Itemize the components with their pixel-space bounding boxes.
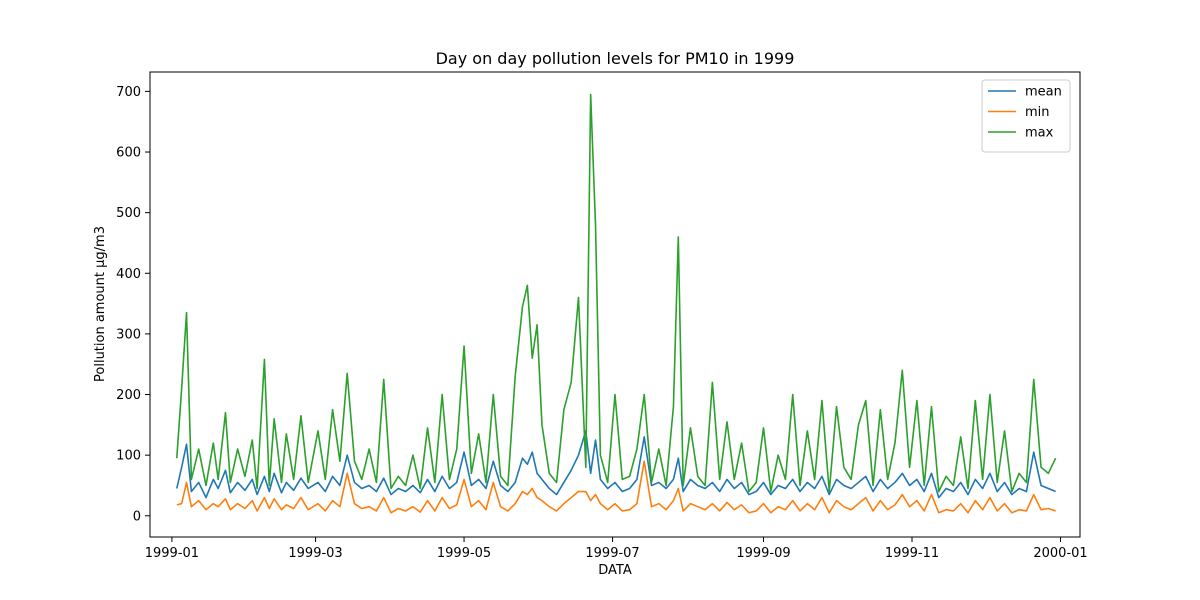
x-tick-label: 1999-03 (288, 546, 342, 561)
series-layer (175, 93, 1057, 514)
x-tick-label: 1999-05 (437, 546, 491, 561)
y-tick-label: 600 (116, 146, 141, 161)
y-tick-label: 0 (133, 509, 141, 524)
legend: mean min max (981, 79, 1071, 153)
y-tick-label: 400 (116, 267, 141, 282)
x-tick-label: 1999-09 (736, 546, 790, 561)
x-tick-label: 1999-11 (885, 546, 939, 561)
x-axis-label: DATA (598, 563, 632, 578)
legend-label-min: min (1025, 105, 1050, 120)
chart-title: Day on day pollution levels for PM10 in … (436, 49, 795, 68)
x-tick-label: 1999-01 (145, 546, 199, 561)
legend-box (981, 79, 1071, 153)
legend-label-max: max (1025, 126, 1054, 141)
y-tick-label: 300 (116, 327, 141, 342)
x-tick-label: 1999-07 (585, 546, 639, 561)
series-line-max (175, 93, 1057, 493)
y-tick-label: 100 (116, 449, 141, 464)
y-axis: 0 100 200 300 400 500 600 700 (116, 85, 150, 524)
y-axis-label: Pollution amount µg/m3 (93, 226, 108, 382)
axes-frame (149, 71, 1081, 538)
y-tick-label: 500 (116, 206, 141, 221)
x-tick-label: 2000-01 (1033, 546, 1087, 561)
series-line-min (176, 460, 1056, 514)
series-line-mean (176, 430, 1056, 499)
legend-label-mean: mean (1025, 85, 1062, 100)
y-tick-label: 700 (116, 85, 141, 100)
y-tick-label: 200 (116, 388, 141, 403)
x-axis: 1999-01 1999-03 1999-05 1999-07 1999-09 1999-… (145, 537, 1088, 561)
